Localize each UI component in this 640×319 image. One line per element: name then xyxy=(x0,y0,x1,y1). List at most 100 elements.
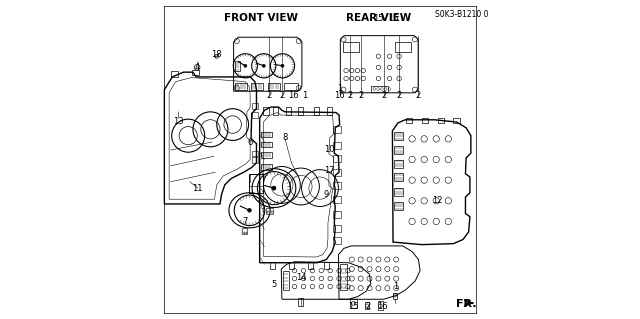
Bar xyxy=(333,225,340,232)
Text: 7: 7 xyxy=(243,217,248,226)
Bar xyxy=(453,118,460,123)
Bar xyxy=(266,208,273,214)
Text: 9: 9 xyxy=(324,190,329,199)
Bar xyxy=(252,151,258,156)
Bar xyxy=(394,202,403,210)
Bar xyxy=(284,83,298,90)
Circle shape xyxy=(248,209,252,212)
Text: 1: 1 xyxy=(337,84,342,93)
Bar xyxy=(333,169,340,176)
Text: 1: 1 xyxy=(393,282,398,291)
Bar xyxy=(270,262,275,269)
Bar xyxy=(192,70,199,75)
Bar xyxy=(393,293,397,299)
Bar xyxy=(365,302,369,309)
Bar xyxy=(261,131,273,137)
Bar xyxy=(333,126,340,133)
Circle shape xyxy=(262,64,265,67)
Circle shape xyxy=(272,186,276,190)
Bar xyxy=(289,262,294,269)
Text: REAR VIEW: REAR VIEW xyxy=(346,13,412,23)
Bar xyxy=(350,299,356,308)
Text: 16: 16 xyxy=(376,302,387,311)
Bar xyxy=(394,188,403,196)
Bar xyxy=(285,107,291,115)
Bar xyxy=(273,107,278,115)
Text: 2: 2 xyxy=(266,92,272,100)
Bar xyxy=(252,113,258,118)
Bar xyxy=(333,196,340,203)
Bar xyxy=(242,232,243,234)
Text: FRONT VIEW: FRONT VIEW xyxy=(224,13,298,23)
Bar xyxy=(264,107,269,115)
Bar xyxy=(271,211,273,213)
Bar xyxy=(267,211,268,213)
Bar xyxy=(298,298,303,306)
Bar xyxy=(171,71,179,77)
Bar xyxy=(252,103,258,109)
Bar xyxy=(340,264,347,290)
Bar xyxy=(333,142,340,149)
Bar xyxy=(282,271,289,290)
Bar xyxy=(248,174,263,193)
Bar xyxy=(333,155,340,162)
Text: S0K3-B1210 0: S0K3-B1210 0 xyxy=(435,11,488,19)
Bar xyxy=(378,301,383,310)
Bar xyxy=(269,211,271,213)
Text: 17: 17 xyxy=(324,166,335,175)
Text: 2: 2 xyxy=(365,302,371,311)
Bar xyxy=(394,160,403,168)
Circle shape xyxy=(244,64,247,67)
Bar xyxy=(333,237,340,244)
Bar xyxy=(394,132,403,140)
Text: 13: 13 xyxy=(173,117,183,126)
Text: 16: 16 xyxy=(333,92,344,100)
Text: 8: 8 xyxy=(282,133,288,142)
Text: 5: 5 xyxy=(271,280,276,289)
Bar xyxy=(394,146,403,154)
Bar xyxy=(298,107,303,115)
Bar xyxy=(261,152,273,158)
Text: 4: 4 xyxy=(195,63,200,72)
Text: 2: 2 xyxy=(396,92,401,100)
Bar xyxy=(246,232,247,234)
Text: 6: 6 xyxy=(248,137,253,146)
Bar xyxy=(252,157,258,163)
Bar xyxy=(438,118,444,123)
Text: 18: 18 xyxy=(211,50,222,59)
Bar xyxy=(333,182,340,189)
Bar xyxy=(343,42,359,51)
Bar xyxy=(324,262,329,269)
Bar xyxy=(422,118,428,123)
Text: 10: 10 xyxy=(324,145,335,154)
Text: 2: 2 xyxy=(381,92,386,100)
Bar xyxy=(371,86,388,92)
Text: FR.: FR. xyxy=(456,299,476,309)
Bar xyxy=(314,107,319,115)
Bar xyxy=(406,118,412,123)
Circle shape xyxy=(281,64,284,67)
Text: 2: 2 xyxy=(347,92,352,100)
Bar xyxy=(396,42,411,51)
Bar xyxy=(333,211,340,218)
Text: 16: 16 xyxy=(288,92,298,100)
Bar xyxy=(394,174,403,182)
Bar xyxy=(235,83,247,90)
Text: 2: 2 xyxy=(279,92,285,100)
Text: 1: 1 xyxy=(302,92,307,100)
Bar xyxy=(251,83,263,90)
Bar xyxy=(261,164,273,170)
Text: 2: 2 xyxy=(358,92,364,100)
Bar xyxy=(241,228,247,234)
Text: 11: 11 xyxy=(193,184,203,193)
Bar xyxy=(261,142,273,147)
Bar xyxy=(235,61,240,70)
Bar xyxy=(268,83,280,90)
Text: 12: 12 xyxy=(432,196,443,205)
Text: 15: 15 xyxy=(374,14,384,23)
Text: 2: 2 xyxy=(415,92,420,100)
Bar xyxy=(327,107,332,115)
Text: 15: 15 xyxy=(348,302,358,311)
Text: 15: 15 xyxy=(388,14,398,23)
Text: 14: 14 xyxy=(296,272,306,281)
